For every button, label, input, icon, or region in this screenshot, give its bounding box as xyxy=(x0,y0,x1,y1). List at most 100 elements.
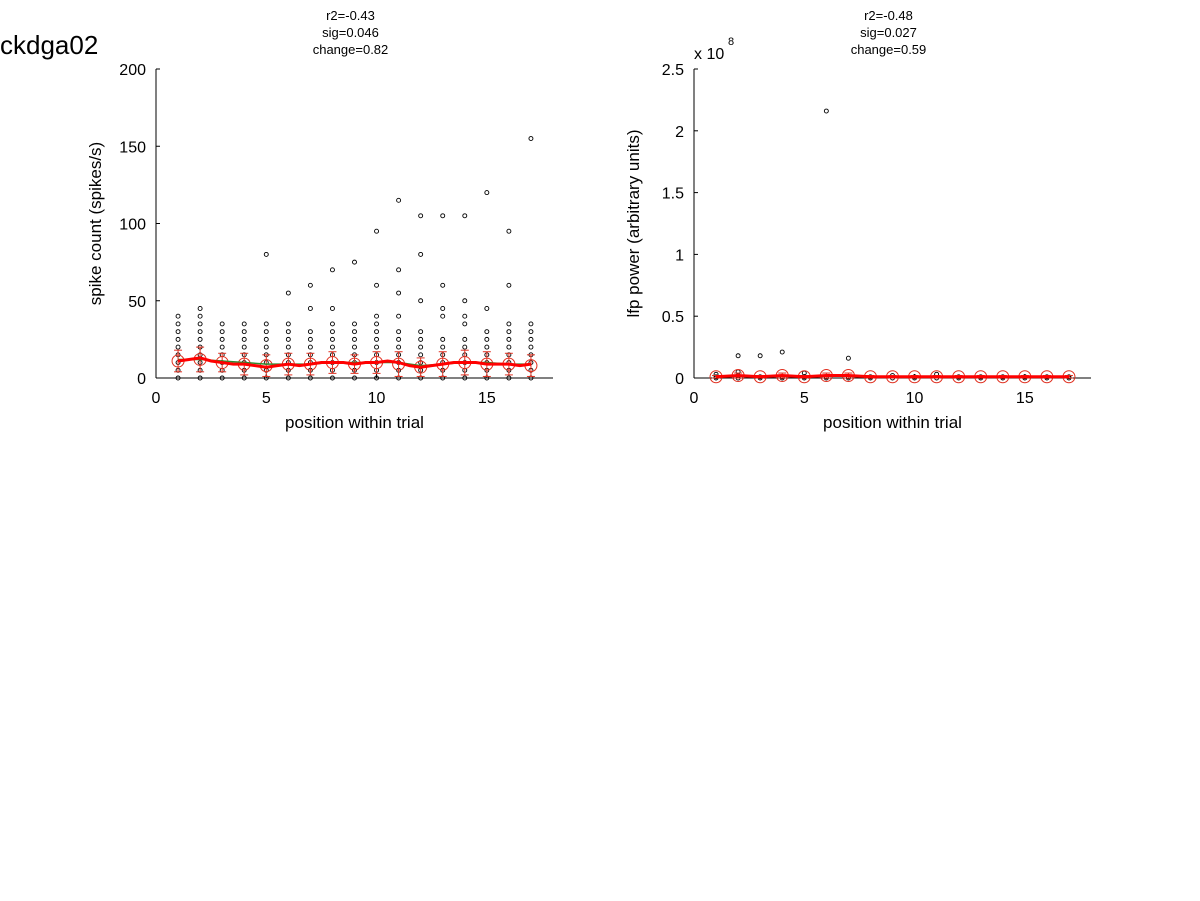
data-point xyxy=(197,321,203,327)
figure-label: ckdga02 xyxy=(0,30,99,60)
y-axis-label: lfp power (arbitrary units) xyxy=(624,129,643,317)
y-tick-label: 1 xyxy=(675,247,684,264)
y-axis-label: spike count (spikes/s) xyxy=(86,142,105,305)
data-point xyxy=(285,290,291,296)
data-point xyxy=(735,353,741,359)
y-tick-label: 0 xyxy=(675,371,684,388)
data-point xyxy=(241,321,247,327)
data-point xyxy=(219,336,225,342)
data-point xyxy=(374,336,380,342)
x-tick-label: 10 xyxy=(906,390,924,407)
x-tick-label: 5 xyxy=(262,390,271,407)
data-point xyxy=(462,213,468,219)
data-point xyxy=(462,336,468,342)
data-point xyxy=(418,251,424,257)
x-tick-label: 15 xyxy=(1016,390,1034,407)
data-point xyxy=(197,329,203,335)
x-tick-label: 10 xyxy=(368,390,386,407)
data-point xyxy=(462,344,468,350)
data-point xyxy=(418,344,424,350)
data-point xyxy=(506,344,512,350)
data-point xyxy=(484,336,490,342)
lfp-power-panel: 0 5 10 15 0 0.5 1 1.5 2 2.5 position within trial l… xyxy=(624,8,1091,432)
data-point xyxy=(329,267,335,273)
data-point xyxy=(175,329,181,335)
data-point xyxy=(484,344,490,350)
data-point xyxy=(263,251,269,257)
data-point xyxy=(396,336,402,342)
data-point xyxy=(440,313,446,319)
data-point xyxy=(197,306,203,311)
data-point xyxy=(263,336,269,342)
data-point xyxy=(263,344,269,350)
data-point xyxy=(418,298,424,304)
y-tick-label: 2.5 xyxy=(662,62,684,79)
data-point xyxy=(528,136,534,141)
data-point xyxy=(285,336,291,342)
data-point xyxy=(506,321,512,327)
data-point xyxy=(307,344,313,350)
data-point xyxy=(440,336,446,342)
data-point xyxy=(506,228,512,234)
data-point xyxy=(263,321,269,327)
x-axis-label: position within trial xyxy=(823,413,962,432)
y-tick-label: 1.5 xyxy=(662,186,684,203)
x-axis-label: position within trial xyxy=(285,413,424,432)
data-point xyxy=(352,375,357,381)
data-point xyxy=(462,313,468,319)
data-point xyxy=(440,344,446,350)
data-point xyxy=(352,259,357,265)
data-point xyxy=(329,321,335,327)
data-point xyxy=(175,336,181,342)
data-point xyxy=(528,329,534,335)
data-point xyxy=(241,336,247,342)
data-point xyxy=(307,282,313,288)
data-point xyxy=(440,306,446,311)
data-point xyxy=(219,329,225,335)
data-point xyxy=(823,108,829,114)
y-tick-label: 150 xyxy=(119,139,146,156)
data-point xyxy=(440,213,446,219)
y-multiplier-exponent: 8 xyxy=(728,36,734,48)
data-point xyxy=(175,321,181,327)
chart-title-line: sig=0.046 xyxy=(322,25,379,40)
data-point xyxy=(418,336,424,342)
data-point xyxy=(484,306,490,311)
data-point xyxy=(440,282,446,288)
chart-title-line: r2=-0.48 xyxy=(864,8,913,23)
data-point xyxy=(396,329,402,335)
y-tick-label: 50 xyxy=(128,294,146,311)
data-point xyxy=(374,313,380,319)
data-point xyxy=(352,336,357,342)
data-point xyxy=(528,336,534,342)
data-point xyxy=(307,306,313,311)
data-point xyxy=(175,313,181,319)
data-point xyxy=(329,375,335,381)
data-point xyxy=(506,282,512,288)
x-tick-label: 0 xyxy=(690,390,699,407)
data-point xyxy=(528,344,534,350)
data-point xyxy=(845,355,851,361)
data-point xyxy=(307,375,313,381)
data-point xyxy=(285,344,291,350)
chart-title-line: change=0.59 xyxy=(851,42,927,57)
data-point xyxy=(528,321,534,327)
data-point xyxy=(197,313,203,319)
data-point xyxy=(197,336,203,342)
data-point xyxy=(352,329,357,335)
data-point xyxy=(374,344,380,350)
data-point xyxy=(175,344,181,350)
data-point xyxy=(418,329,424,335)
data-point xyxy=(374,282,380,288)
x-tick-label: 15 xyxy=(478,390,496,407)
data-point xyxy=(307,329,313,335)
data-point xyxy=(484,329,490,335)
data-point xyxy=(285,329,291,335)
data-point xyxy=(462,375,468,381)
data-point xyxy=(506,375,512,381)
data-point xyxy=(307,336,313,342)
data-point xyxy=(484,190,490,196)
data-point xyxy=(285,321,291,327)
chart-title-line: change=0.82 xyxy=(313,42,389,57)
data-point xyxy=(396,267,402,273)
